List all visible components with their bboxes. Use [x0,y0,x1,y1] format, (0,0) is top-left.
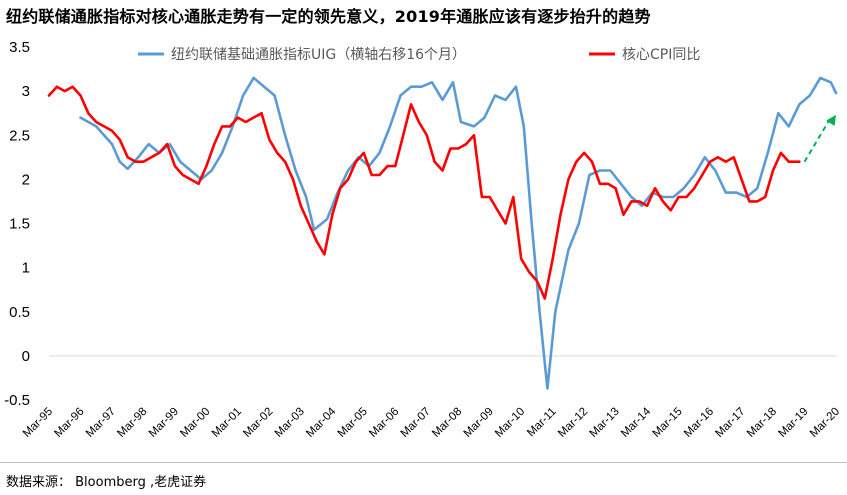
chart-title: 纽约联储通胀指标对核心通胀走势有一定的领先意义，2019年通胀应该有逐步抬升的趋… [6,7,651,26]
trend-arrow-head [826,114,836,127]
y-tick-label: 3.5 [9,39,30,56]
x-tick-label: Mar-19 [776,406,810,440]
x-tick-label: Mar-20 [808,406,842,440]
y-axis: 3.5 3 2.5 2 1.5 1 0.5 0 -0.5 [4,39,30,409]
legend-label: 核心CPI同比 [622,47,700,63]
x-tick-label: Mar-13 [588,406,622,440]
legend: 纽约联储基础通胀指标UIG（横轴右移16个月） 核心CPI同比 [138,46,700,63]
y-tick-label: 0.5 [9,304,30,321]
y-tick-label: 2.5 [9,127,30,144]
x-tick-label: Mar-16 [682,406,716,440]
x-tick-label: Mar-05 [336,406,370,440]
x-tick-label: Mar-15 [650,406,684,440]
y-tick-label: -0.5 [4,392,30,409]
x-tick-label: Mar-11 [525,406,559,440]
x-tick-label: Mar-95 [21,406,55,440]
x-tick-label: Mar-99 [147,406,181,440]
x-tick-label: Mar-02 [241,406,275,440]
trend-arrow-line [803,118,831,163]
y-tick-label: 1.5 [9,216,30,233]
x-tick-label: Mar-06 [367,406,401,440]
x-tick-label: Mar-10 [493,406,527,440]
x-tick-label: Mar-97 [84,406,118,440]
y-tick-label: 1 [22,260,30,277]
x-tick-label: Mar-01 [210,406,244,440]
y-tick-label: 2 [22,171,30,188]
series-line-core-cpi [47,85,801,300]
series-line-uig [79,76,838,390]
x-tick-label: Mar-00 [178,406,212,440]
x-tick-label: Mar-14 [619,405,654,440]
source-note: 数据来源： Bloomberg ,老虎证券 [6,475,207,490]
footer-divider [0,462,847,463]
legend-label: 纽约联储基础通胀指标UIG（横轴右移16个月） [171,46,466,63]
x-tick-label: Mar-04 [304,405,339,440]
y-tick-label: 0 [22,348,30,365]
line-chart: 3.532.521.510.50-0.5 Mar-95Mar-96Mar-97M… [4,39,842,440]
x-axis: Mar-95Mar-96Mar-97Mar-98Mar-99Mar-00Mar-… [21,405,842,440]
x-tick-label: Mar-08 [430,406,464,440]
x-tick-label: Mar-03 [273,406,307,440]
y-tick-label: 3 [22,83,30,100]
x-tick-label: Mar-96 [52,406,86,440]
x-tick-label: Mar-12 [556,406,590,440]
x-tick-label: Mar-07 [399,406,433,440]
plot-area [47,76,838,390]
x-tick-label: Mar-18 [745,406,779,440]
x-tick-label: Mar-17 [713,406,747,440]
x-tick-label: Mar-98 [115,406,149,440]
x-tick-label: Mar-09 [462,406,496,440]
